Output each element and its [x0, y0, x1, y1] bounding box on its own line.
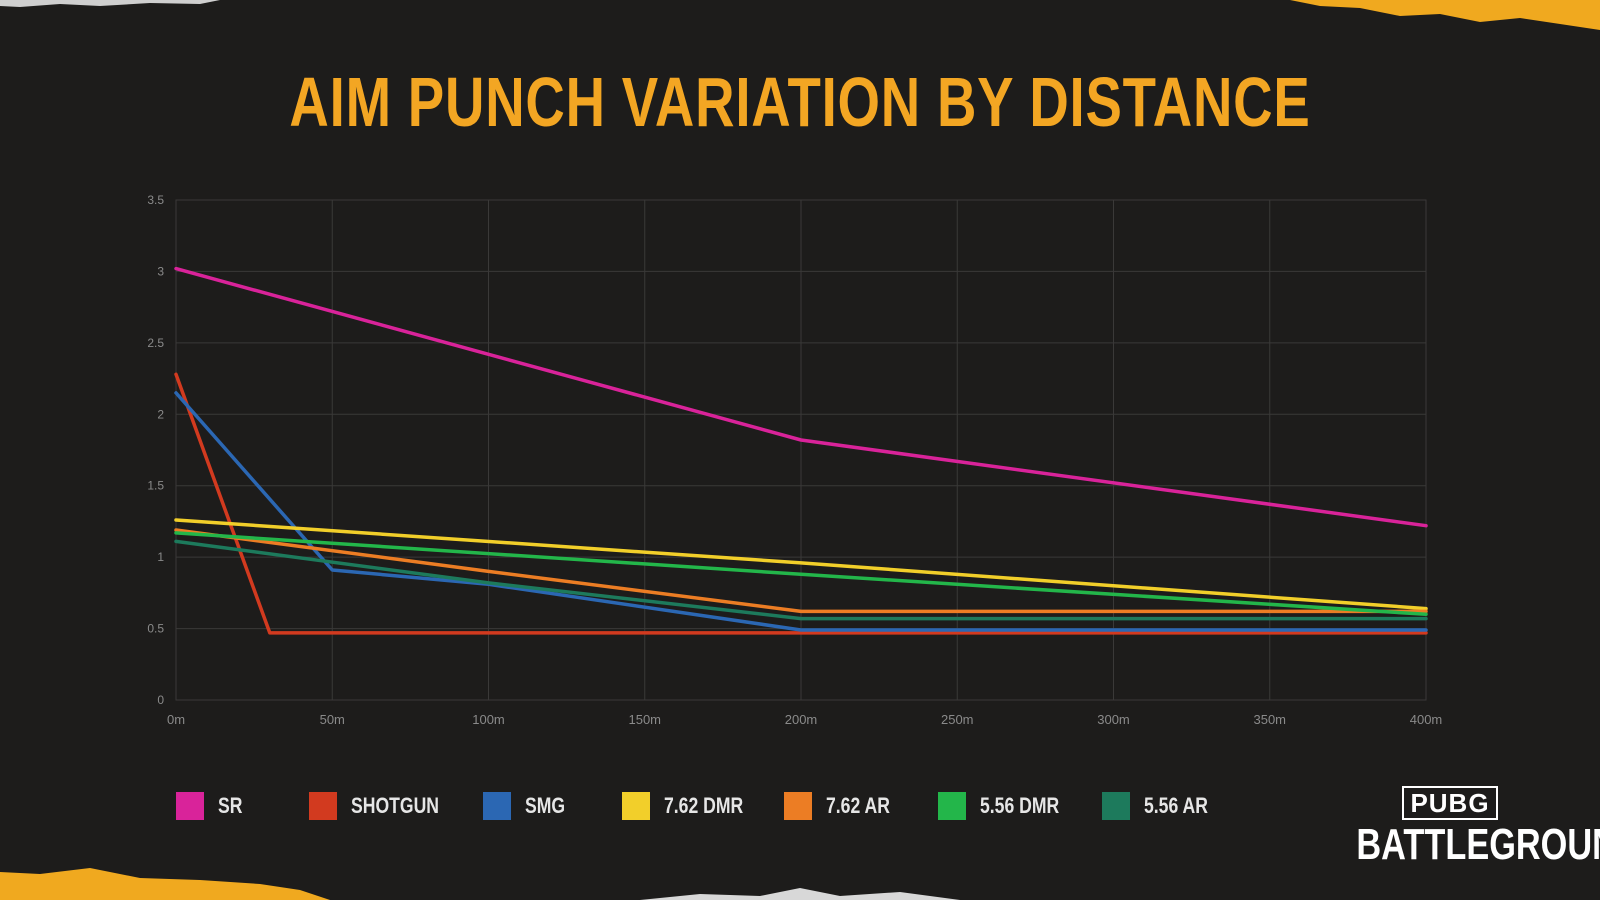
legend-swatch [176, 792, 204, 820]
x-tick-label: 100m [472, 712, 505, 727]
pubg-battlegrounds-logo: PUBG BATTLEGROUNDS [1330, 786, 1600, 869]
y-tick-label: 2 [157, 407, 164, 421]
legend-swatch [483, 792, 511, 820]
torn-edge-top-right [1290, 0, 1600, 30]
grid-vertical-lines [175, 200, 1427, 700]
y-tick-label: 0 [157, 693, 164, 707]
logo-pubg-text: PUBG [1402, 786, 1498, 820]
legend-label: 7.62 AR [826, 793, 890, 818]
x-tick-label: 350m [1253, 712, 1286, 727]
torn-edge-top-left [0, 0, 220, 7]
legend-label: 5.56 AR [1144, 793, 1208, 818]
legend-item: 7.62 DMR [622, 790, 763, 822]
x-tick-label: 250m [941, 712, 974, 727]
x-tick-label: 50m [320, 712, 345, 727]
series-line-sr [174, 266, 1428, 528]
legend-item: SHOTGUN [309, 790, 461, 822]
y-tick-label: 2.5 [147, 336, 164, 350]
legend-label: SHOTGUN [351, 793, 439, 818]
x-tick-label: 300m [1097, 712, 1130, 727]
series-lines [174, 266, 1428, 635]
x-tick-label: 200m [785, 712, 818, 727]
legend-swatch [938, 792, 966, 820]
y-tick-label: 3 [157, 264, 164, 278]
y-tick-label: 1.5 [147, 479, 164, 493]
series-line-5-56-ar [174, 539, 1428, 621]
x-tick-label: 150m [628, 712, 661, 727]
chart-title: AIM PUNCH VARIATION BY DISTANCE [289, 63, 1311, 141]
y-tick-label: 0.5 [147, 622, 164, 636]
legend-label: SMG [525, 793, 566, 818]
logo-battlegrounds-text: BATTLEGROUNDS [1356, 820, 1600, 869]
legend-label: 5.56 DMR [980, 793, 1060, 818]
legend-item: SMG [483, 790, 575, 822]
torn-edge-bottom-left [0, 868, 330, 900]
x-tick-label: 400m [1410, 712, 1443, 727]
legend-item: 5.56 DMR [938, 790, 1079, 822]
x-tick-label: 0m [167, 712, 185, 727]
legend-swatch [309, 792, 337, 820]
series-line-5-56-dmr [174, 531, 1428, 617]
plot-area-border [175, 199, 1427, 701]
torn-edge-bottom-center [640, 888, 960, 900]
series-line-shotgun [174, 372, 1428, 635]
legend-swatch [1102, 792, 1130, 820]
legend-item: SR [176, 790, 249, 822]
legend-item: 7.62 AR [784, 790, 906, 822]
legend-label: SR [218, 793, 243, 818]
legend-label: 7.62 DMR [664, 793, 744, 818]
legend-item: 5.56 AR [1102, 790, 1224, 822]
legend-swatch [784, 792, 812, 820]
y-tick-label: 3.5 [147, 193, 164, 207]
legend-swatch [622, 792, 650, 820]
y-axis-tick-labels: 0 0.5 1 1.5 2 2.5 3 3.5 [147, 193, 164, 707]
series-line-7-62-ar [174, 528, 1428, 614]
series-line-7-62-dmr [174, 518, 1428, 611]
x-axis-tick-labels: 0m 50m 100m 150m 200m 250m 300m 350m 400m [167, 712, 1442, 727]
y-tick-label: 1 [157, 550, 164, 564]
